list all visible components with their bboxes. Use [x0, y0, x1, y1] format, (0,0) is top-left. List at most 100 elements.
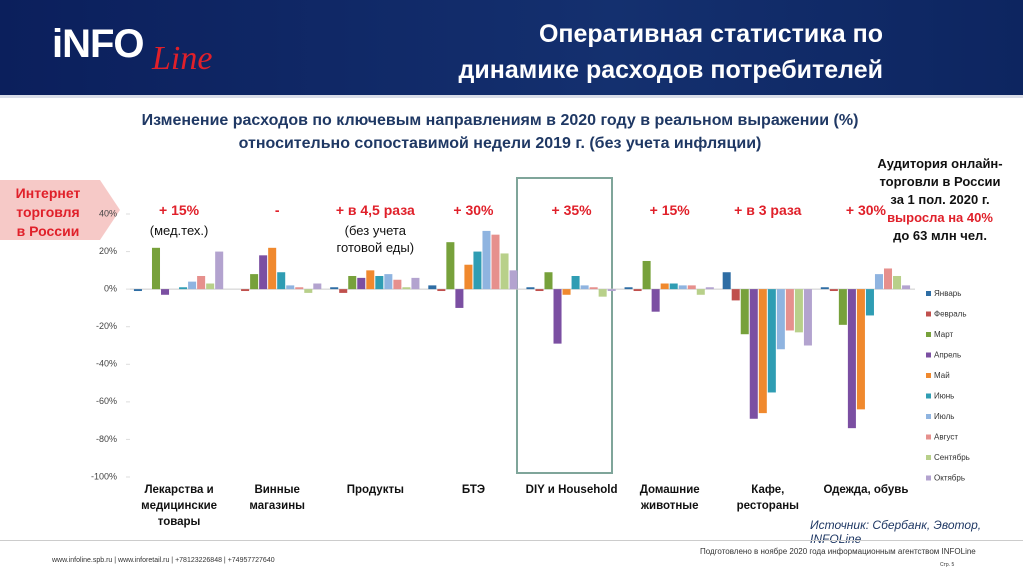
bar	[133, 289, 142, 292]
bar	[250, 274, 259, 290]
bar	[722, 272, 731, 290]
annotation: + в 4,5 раза	[335, 202, 415, 218]
annotation: + 30%	[453, 202, 494, 218]
legend-swatch	[926, 332, 931, 337]
bar	[544, 272, 553, 290]
bar	[660, 283, 669, 290]
bar	[500, 253, 509, 290]
bar	[393, 279, 402, 290]
legend-swatch	[926, 475, 931, 481]
logo: iNFO	[52, 22, 145, 66]
bar	[624, 287, 633, 290]
note-line: торговли в России	[879, 174, 1001, 189]
legend-swatch	[926, 414, 931, 419]
legend-label: Март	[934, 330, 953, 339]
bar	[179, 287, 188, 290]
bar	[464, 264, 473, 290]
bar	[687, 285, 696, 290]
bar	[678, 285, 687, 290]
legend-label: Январь	[934, 289, 961, 298]
legend-label: Февраль	[934, 310, 967, 319]
bar	[215, 251, 224, 290]
bar	[803, 289, 812, 346]
bar	[571, 275, 580, 290]
sidebar-text: торговля	[16, 204, 80, 220]
bar	[794, 289, 803, 333]
legend-swatch	[926, 311, 931, 317]
annotation: + 15%	[649, 202, 690, 218]
page-number: Стр. 5	[940, 562, 955, 568]
x-tick-label: Винные магазины	[249, 484, 305, 512]
annotation: + 30%	[845, 202, 886, 218]
bar	[402, 287, 411, 290]
bar	[883, 268, 893, 290]
bar	[651, 289, 660, 312]
x-tick-label: Лекарства и медицинские товары	[141, 484, 218, 528]
source: Источник: Сбербанк, Эвотор, INFOLine	[810, 518, 982, 546]
bar	[446, 242, 455, 290]
header-title: Оперативная статистика по	[538, 20, 883, 48]
legend-swatch	[926, 352, 931, 358]
bar	[740, 289, 749, 335]
bar	[749, 289, 758, 419]
bar	[696, 289, 705, 295]
bar	[197, 275, 206, 290]
note-highlight: выросла на 40%	[887, 210, 993, 225]
bar	[473, 251, 482, 290]
y-tick-label: 0%	[104, 284, 117, 294]
bar	[437, 289, 446, 292]
legend-swatch	[926, 291, 931, 296]
bar	[820, 287, 829, 290]
bar	[509, 270, 518, 290]
y-tick-label: 40%	[99, 208, 117, 218]
bar	[339, 289, 348, 293]
bar	[847, 289, 856, 429]
bar	[295, 287, 304, 290]
bar	[206, 283, 215, 290]
note-line: до 63 млн чел.	[893, 228, 987, 243]
legend-swatch	[926, 455, 931, 460]
y-tick-label: -80%	[96, 434, 117, 444]
bar	[188, 281, 197, 290]
bar	[411, 277, 420, 290]
bar	[838, 289, 847, 325]
bar	[874, 274, 883, 290]
x-tick-label: Кафе, рестораны	[736, 484, 799, 512]
x-tick-label: Домашние животные	[639, 484, 700, 512]
footer-contacts: www.infoline.spb.ru | www.inforetail.ru …	[52, 557, 275, 564]
bar	[607, 289, 616, 292]
legend-swatch	[926, 434, 931, 440]
y-tick-label: -60%	[96, 396, 117, 406]
x-tick-label: Продукты	[346, 484, 404, 496]
bar	[348, 275, 357, 290]
bar	[357, 277, 366, 290]
header-title: динамике расходов потребителей	[458, 56, 883, 84]
bar	[562, 289, 571, 295]
bar	[161, 289, 170, 295]
legend-label: Октябрь	[934, 474, 965, 483]
sidebar-text: в России	[16, 223, 80, 239]
bar	[856, 289, 865, 410]
bar	[767, 289, 776, 393]
bar	[589, 287, 598, 290]
y-tick-label: -100%	[91, 471, 117, 481]
y-tick-label: -40%	[96, 359, 117, 369]
bar	[642, 260, 651, 290]
bar	[669, 283, 678, 290]
bar	[893, 275, 902, 290]
footer-prepared: Подготовлено в ноябре 2020 года информац…	[700, 547, 976, 556]
bar	[286, 285, 295, 290]
bar	[428, 285, 437, 290]
chart-title: относительно сопоставимой недели 2019 г.…	[238, 135, 762, 152]
bar	[785, 289, 794, 331]
x-tick-label: Одежда, обувь	[823, 484, 909, 496]
bar	[491, 234, 500, 290]
note-line: за 1 пол. 2020 г.	[890, 192, 990, 207]
bar	[455, 289, 464, 308]
legend-swatch	[926, 393, 931, 399]
bar	[535, 289, 544, 292]
annotation: + 35%	[551, 202, 592, 218]
bar	[553, 289, 562, 344]
